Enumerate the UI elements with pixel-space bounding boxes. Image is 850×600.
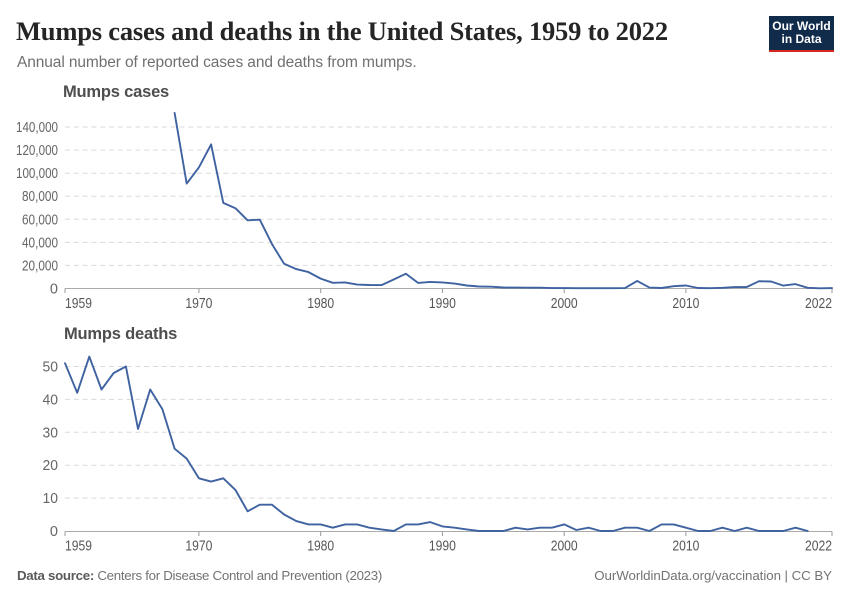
svg-text:1959: 1959	[65, 296, 92, 312]
svg-text:1980: 1980	[307, 539, 334, 555]
svg-text:30: 30	[43, 425, 59, 441]
svg-text:20,000: 20,000	[22, 258, 58, 274]
svg-text:0: 0	[50, 282, 58, 298]
svg-text:120,000: 120,000	[16, 143, 58, 159]
svg-text:100,000: 100,000	[16, 166, 58, 182]
svg-text:2000: 2000	[551, 539, 578, 555]
svg-text:0: 0	[50, 524, 58, 540]
svg-text:2010: 2010	[672, 539, 699, 555]
svg-text:2000: 2000	[551, 296, 578, 312]
svg-text:20: 20	[43, 458, 59, 474]
svg-text:10: 10	[43, 491, 59, 507]
svg-text:1990: 1990	[429, 539, 456, 555]
svg-text:40,000: 40,000	[22, 235, 58, 251]
svg-text:1959: 1959	[65, 539, 92, 555]
svg-text:60,000: 60,000	[22, 212, 58, 228]
svg-text:80,000: 80,000	[22, 189, 58, 205]
svg-text:2010: 2010	[672, 296, 699, 312]
svg-text:140,000: 140,000	[16, 120, 58, 136]
svg-text:1980: 1980	[307, 296, 334, 312]
svg-text:40: 40	[43, 392, 59, 408]
svg-text:2022: 2022	[805, 296, 832, 312]
svg-text:1970: 1970	[185, 296, 212, 312]
svg-text:50: 50	[43, 360, 59, 376]
svg-text:2022: 2022	[805, 539, 832, 555]
svg-text:1970: 1970	[185, 539, 212, 555]
svg-text:1990: 1990	[429, 296, 456, 312]
